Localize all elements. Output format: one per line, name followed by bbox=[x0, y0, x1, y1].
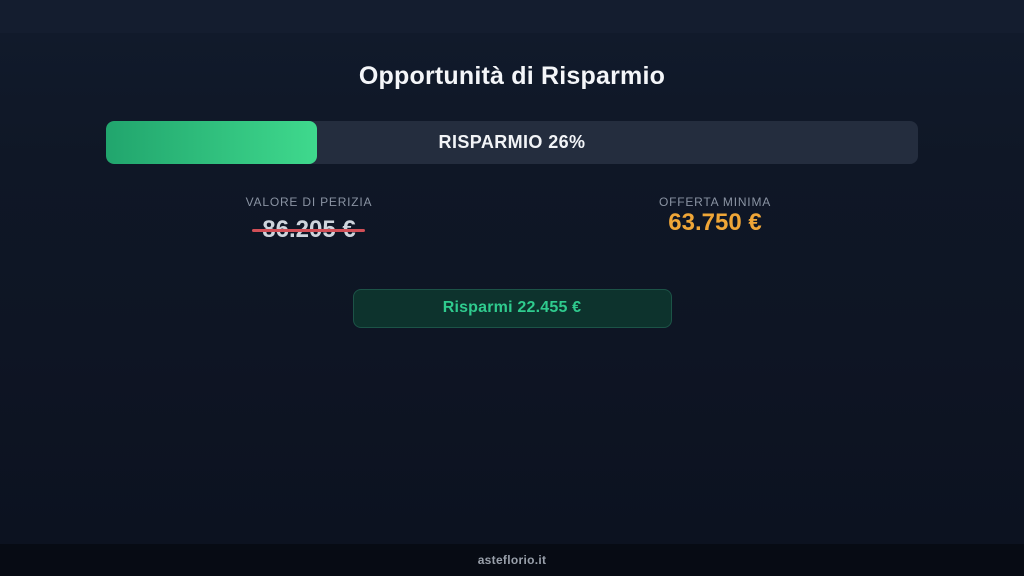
minimum-offer-amount: 63.750 € bbox=[668, 209, 762, 236]
top-band bbox=[0, 0, 1024, 33]
minimum-offer-block: OFFERTA MINIMA 63.750 € bbox=[512, 195, 918, 244]
stage: Opportunità di Risparmio RISPARMIO 26% V… bbox=[0, 33, 1024, 544]
badge-wrap: Risparmi 22.455 € bbox=[106, 289, 918, 328]
footer-site-label: asteflorio.it bbox=[477, 553, 547, 567]
appraisal-value-block: VALORE DI PERIZIA 86.205 € bbox=[106, 195, 512, 244]
savings-panel: Opportunità di Risparmio RISPARMIO 26% V… bbox=[106, 62, 918, 328]
values-row: VALORE DI PERIZIA 86.205 € OFFERTA MINIM… bbox=[106, 195, 918, 244]
savings-badge: Risparmi 22.455 € bbox=[352, 289, 672, 328]
footer: asteflorio.it bbox=[0, 544, 1024, 576]
minimum-offer-label: OFFERTA MINIMA bbox=[658, 195, 772, 209]
appraisal-amount: 86.205 € bbox=[252, 216, 366, 243]
progress-fill bbox=[106, 121, 318, 164]
appraisal-label: VALORE DI PERIZIA bbox=[245, 195, 373, 209]
progress-label: RISPARMIO 26% bbox=[438, 132, 586, 152]
savings-progress-bar: RISPARMIO 26% bbox=[106, 121, 918, 164]
page-title: Opportunità di Risparmio bbox=[358, 62, 666, 90]
savings-badge-label: Risparmi 22.455 € bbox=[442, 299, 582, 316]
